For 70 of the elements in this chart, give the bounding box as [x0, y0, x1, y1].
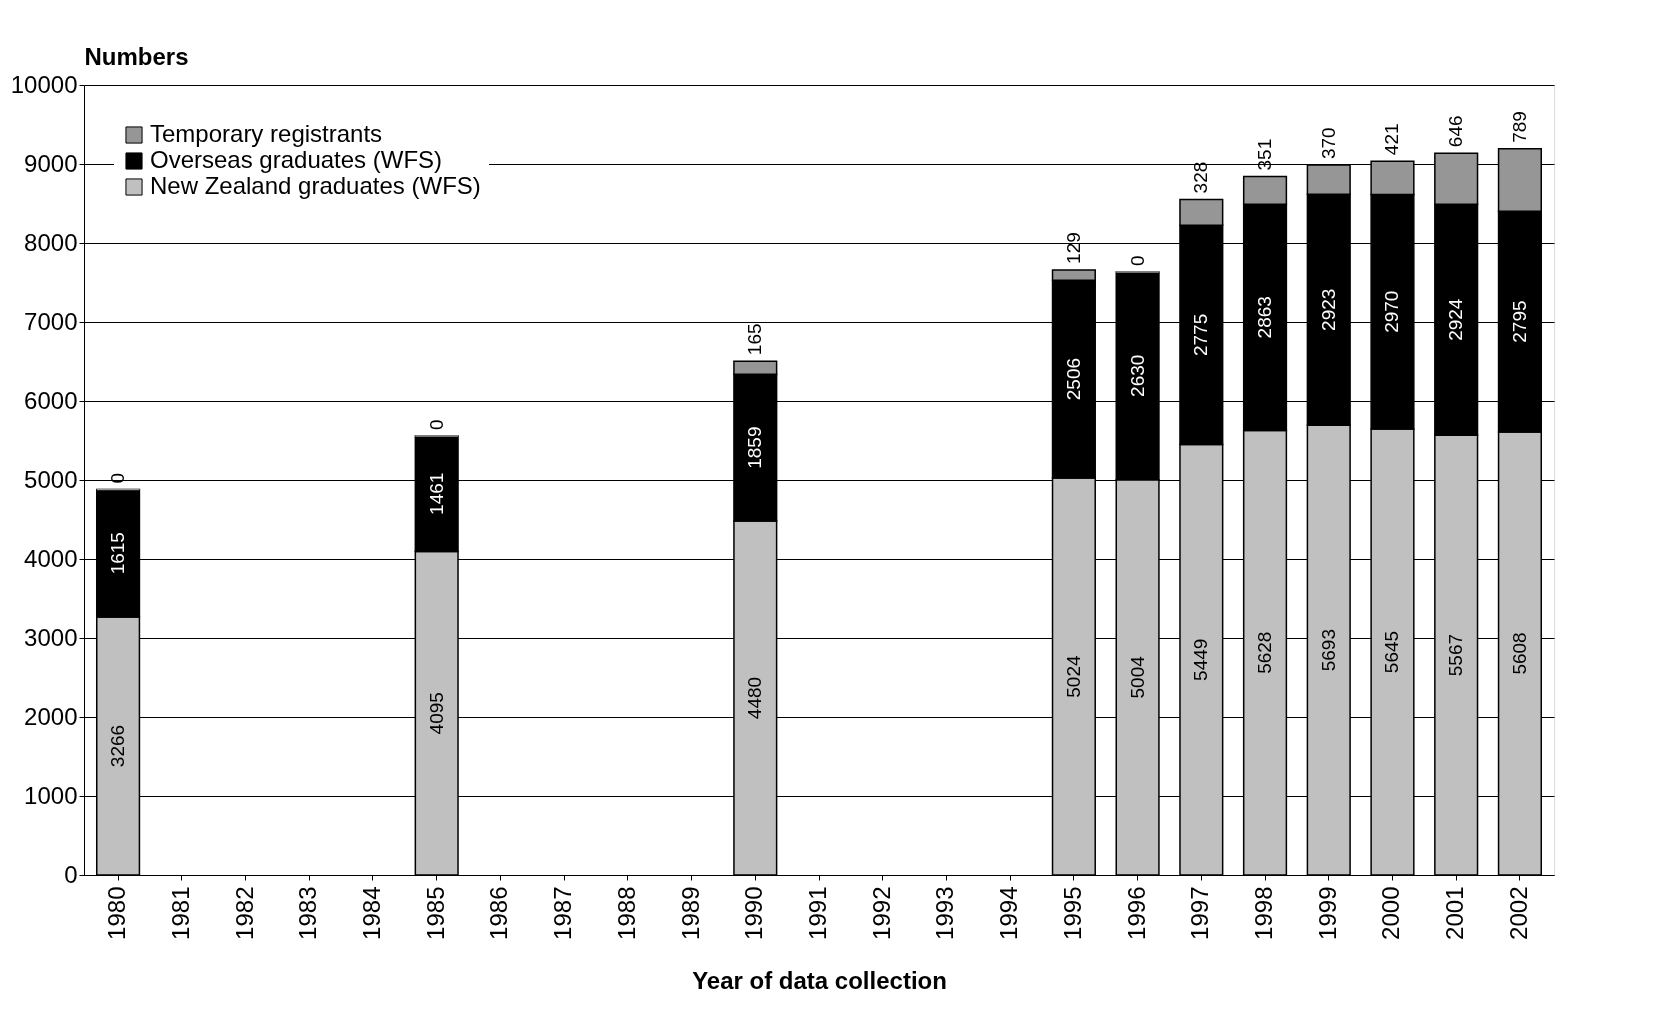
data-label: 165: [744, 323, 766, 356]
data-label: 4480: [744, 676, 766, 720]
data-label: 1461: [425, 472, 447, 515]
x-tick-label: 1998: [1250, 886, 1278, 940]
data-label: 2775: [1190, 313, 1212, 357]
y-tick-label: 4000: [24, 544, 78, 572]
x-tick-label: 1988: [612, 886, 640, 940]
x-tick-label: 1997: [1186, 886, 1214, 940]
y-tick-label: 10000: [10, 70, 78, 98]
data-label: 3266: [107, 724, 129, 768]
data-label: 421: [1381, 123, 1403, 156]
x-tick-label: 1990: [740, 886, 768, 940]
data-label: 5024: [1062, 654, 1084, 698]
y-axis-title: Numbers: [84, 42, 189, 70]
data-label: 0: [1126, 255, 1148, 266]
x-tick-label: 1980: [103, 886, 131, 940]
data-label: 4095: [425, 692, 447, 735]
data-label: 5004: [1126, 655, 1148, 699]
data-label: 370: [1317, 127, 1339, 160]
data-label: 2863: [1254, 296, 1276, 339]
data-label: 2970: [1381, 290, 1403, 333]
data-label: 789: [1508, 111, 1530, 143]
y-tick-label: 8000: [24, 228, 78, 256]
x-axis-title: Year of data collection: [692, 966, 947, 994]
x-tick-label: 1991: [804, 886, 831, 940]
data-label: 5645: [1381, 630, 1403, 674]
data-label: 5628: [1254, 631, 1276, 674]
x-tick-label: 1999: [1313, 886, 1341, 940]
data-label: 2924: [1445, 298, 1467, 341]
x-tick-label: 1987: [549, 886, 577, 940]
y-tick-label: 9000: [24, 149, 78, 177]
x-tick-label: 1982: [230, 886, 258, 940]
x-tick-label: 1983: [294, 886, 322, 940]
data-label: 2795: [1508, 300, 1530, 343]
x-tick-label: 1992: [867, 886, 895, 940]
x-tick-label: 1995: [1058, 886, 1086, 940]
data-label: 1615: [107, 532, 129, 575]
data-label: 5449: [1190, 638, 1212, 681]
data-label: 2506: [1062, 357, 1084, 401]
legend-label: Overseas graduates (WFS): [150, 146, 443, 173]
x-tick-label: 1985: [421, 886, 449, 940]
y-tick-label: 5000: [24, 465, 78, 493]
data-label: 129: [1062, 232, 1084, 264]
data-label: 351: [1254, 138, 1276, 171]
y-tick-label: 2000: [24, 702, 78, 730]
x-tick-label: 2002: [1504, 886, 1532, 940]
data-label: 0: [425, 419, 447, 431]
x-tick-label: 1986: [485, 886, 513, 940]
x-tick-label: 1996: [1122, 886, 1150, 940]
y-tick-label: 6000: [24, 386, 78, 414]
x-tick-label: 1994: [995, 886, 1023, 940]
y-tick-label: 0: [64, 860, 78, 888]
x-tick-label: 1993: [931, 886, 959, 940]
x-tick-label: 1984: [357, 886, 385, 940]
data-label: 5608: [1508, 632, 1530, 675]
legend-label: New Zealand graduates (WFS): [150, 172, 481, 199]
x-tick-label: 2001: [1441, 886, 1469, 940]
data-label: 2630: [1126, 354, 1148, 397]
data-label: 2923: [1317, 288, 1339, 331]
legend-label: Temporary registrants: [150, 120, 383, 147]
data-label: 1859: [744, 426, 766, 469]
y-tick-label: 1000: [24, 781, 78, 809]
data-label: 5693: [1317, 628, 1339, 672]
y-tick-label: 3000: [24, 623, 78, 651]
x-tick-label: 2000: [1377, 886, 1405, 940]
data-label: 646: [1445, 115, 1467, 148]
x-tick-label: 1989: [676, 886, 704, 940]
y-tick-label: 7000: [24, 307, 78, 335]
x-tick-label: 1981: [166, 886, 194, 940]
data-label: 5567: [1445, 633, 1467, 677]
